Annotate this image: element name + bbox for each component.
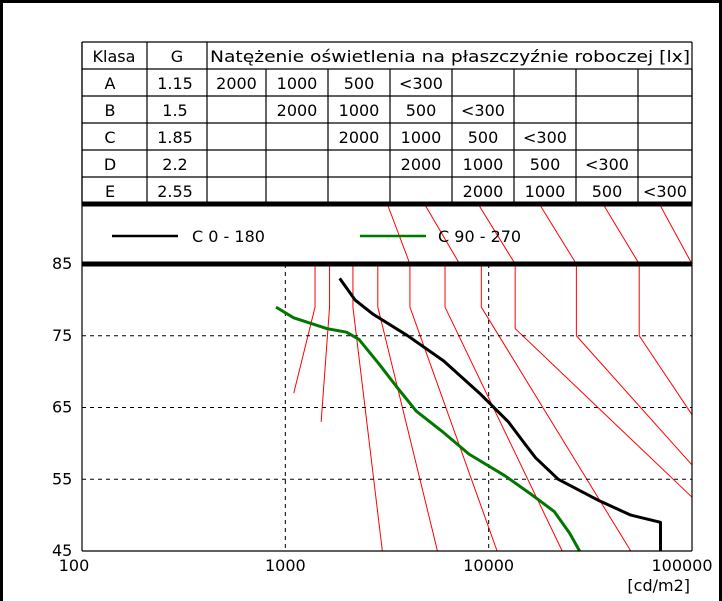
- table-header-g: G: [171, 47, 183, 66]
- reference-line: [603, 205, 640, 265]
- table-cell-class: D: [104, 155, 116, 174]
- table-cell-illuminance: 500: [344, 74, 375, 93]
- x-tick-label: 100000: [651, 556, 712, 575]
- reference-line: [480, 264, 632, 552]
- table-cell-illuminance: <300: [523, 128, 567, 147]
- reference-line: [409, 264, 498, 552]
- reference-line: [377, 264, 438, 552]
- reference-line: [293, 264, 316, 394]
- table-cell-illuminance: 1000: [463, 155, 504, 174]
- table-cell-illuminance: 1000: [401, 128, 442, 147]
- reference-line: [540, 205, 577, 265]
- reference-line: [320, 264, 331, 422]
- y-tick-label: 65: [52, 398, 72, 417]
- table-header-class: Klasa: [93, 47, 136, 66]
- x-tick-label: 1000: [265, 556, 306, 575]
- series-line-c90-270: [275, 305, 581, 552]
- table-cell-illuminance: 1000: [339, 101, 380, 120]
- reference-line: [425, 205, 461, 265]
- table-cell-class: A: [105, 74, 116, 93]
- table-cell-g: 1.15: [157, 74, 193, 93]
- reference-line: [444, 264, 563, 552]
- x-tick-label: 100: [59, 556, 90, 575]
- legend-label-c0-180: C 0 - 180: [192, 227, 265, 246]
- reference-line: [478, 205, 516, 265]
- series-layer: [275, 277, 662, 552]
- y-tick-label: 45: [52, 541, 72, 560]
- series-line-c0-180: [338, 277, 662, 551]
- reference-line: [575, 264, 693, 466]
- table-cell-class: B: [105, 101, 116, 120]
- y-tick-label: 85: [52, 254, 72, 273]
- x-tick-label: 10000: [463, 556, 514, 575]
- table-cell-illuminance: 2000: [463, 182, 504, 201]
- reference-lines: [293, 205, 693, 552]
- reference-line: [514, 264, 693, 498]
- table-cell-g: 1.5: [162, 101, 187, 120]
- table-cell-illuminance: 500: [530, 155, 561, 174]
- axes: 45 55 65 75 85 100 1000 10000 100000[cd/m2]: [52, 42, 713, 595]
- table-cell-illuminance: 500: [406, 101, 437, 120]
- table-cell-g: 1.85: [157, 128, 193, 147]
- reference-line: [660, 205, 693, 265]
- y-tick-label: 55: [52, 469, 72, 488]
- table-cell-illuminance: 500: [592, 182, 623, 201]
- table-cell-illuminance: 2000: [401, 155, 442, 174]
- table-cell-g: 2.2: [162, 155, 187, 174]
- legend-label-c90-270: C 90 - 270: [438, 227, 521, 246]
- table-cell-class: C: [104, 128, 115, 147]
- table-cell-illuminance: 2000: [216, 74, 257, 93]
- table-cell-illuminance: 1000: [525, 182, 566, 201]
- table-cell-illuminance: <300: [643, 182, 687, 201]
- table-cell-illuminance: 2000: [339, 128, 380, 147]
- table-header-illuminance: Natężenie oświetlenia na płaszczyźnie ro…: [210, 47, 690, 66]
- y-tick-label: 75: [52, 326, 72, 345]
- x-unit-label: [cd/m2]: [627, 576, 690, 595]
- table-cell-class: E: [105, 182, 115, 201]
- table-cell-illuminance: 2000: [277, 101, 318, 120]
- reference-line: [638, 264, 693, 415]
- table-cell-illuminance: <300: [399, 74, 443, 93]
- table-cell-g: 2.55: [157, 182, 193, 201]
- table-cell-illuminance: 1000: [277, 74, 318, 93]
- reference-line: [352, 264, 383, 552]
- legend: C 0 - 180 C 90 - 270: [112, 227, 521, 246]
- table-cell-illuminance: 500: [468, 128, 499, 147]
- table-cell-illuminance: <300: [585, 155, 629, 174]
- class-table: Klasa G Natężenie oświetlenia na płaszczyź…: [81, 41, 693, 204]
- table-cell-illuminance: <300: [461, 101, 505, 120]
- plot-grid: [82, 264, 692, 551]
